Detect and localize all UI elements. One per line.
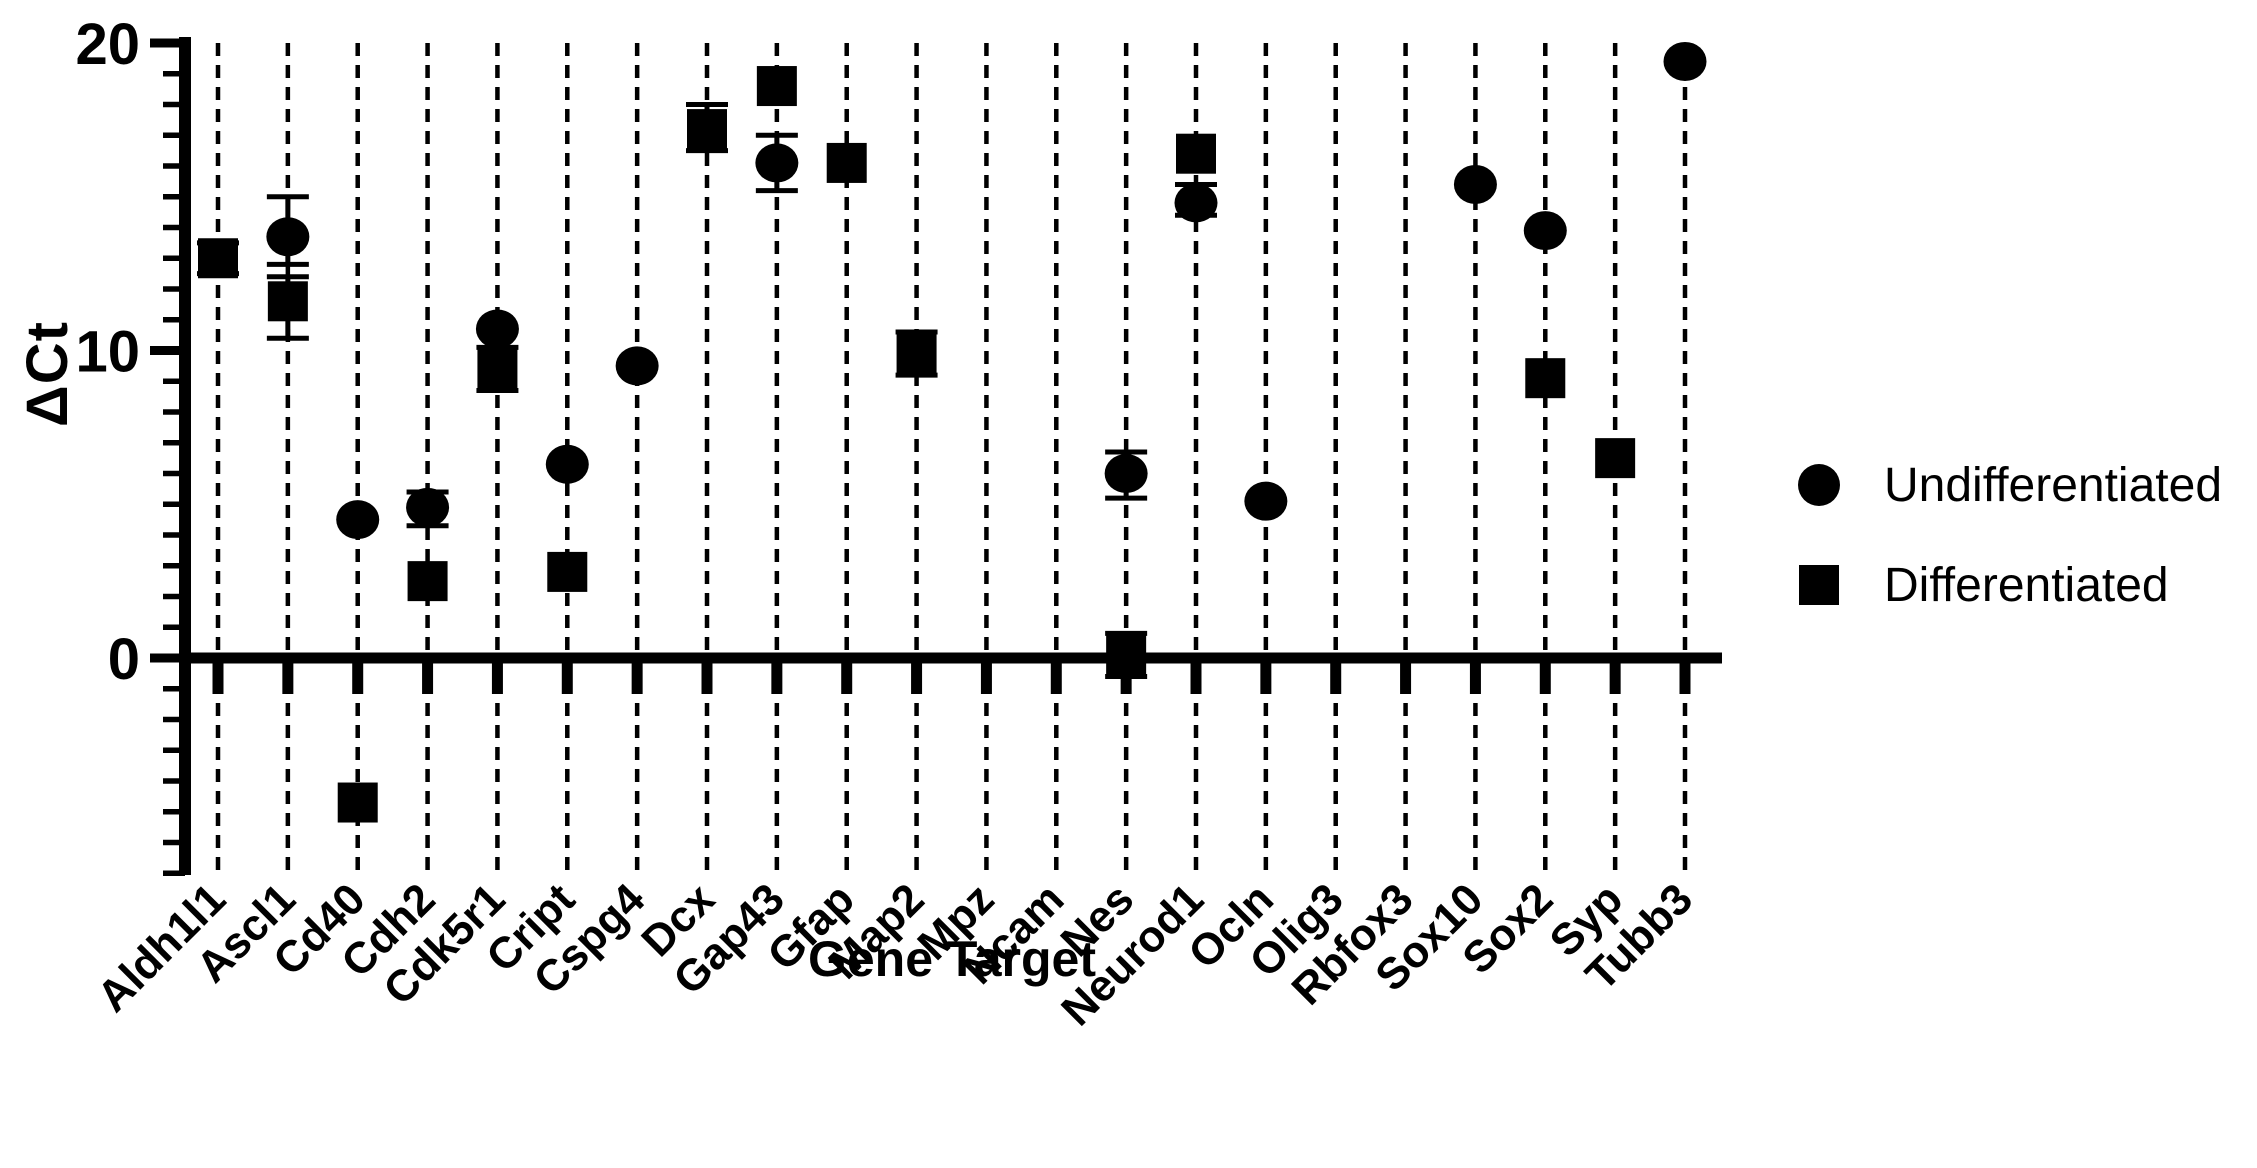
data-point-square-cdk5r1 [477, 348, 518, 389]
data-point-square-sox2 [1525, 358, 1566, 399]
y-tick-label: 0 [108, 627, 140, 692]
data-point-square-map2 [896, 333, 937, 374]
data-point-circle-ocln [1244, 481, 1288, 521]
legend-item-undifferentiated: Undifferentiated [1798, 452, 2222, 518]
data-point-square-cd40 [337, 782, 378, 823]
data-point-square-aldh1l1 [198, 238, 238, 279]
x-axis-title: Gene Target [807, 931, 1097, 987]
data-point-circle-cript [545, 444, 589, 484]
y-axis-title: ΔCt [15, 321, 80, 427]
data-point-square-ascl1 [267, 281, 308, 322]
data-point-square-syp [1595, 438, 1636, 479]
data-point-circle-cspg4 [615, 346, 659, 386]
legend-label-differentiated: Differentiated [1884, 558, 2169, 612]
y-tick-label: 20 [75, 12, 140, 77]
data-point-circle-sox10 [1453, 164, 1497, 204]
data-point-circle-neurod1 [1174, 183, 1218, 223]
data-point-square-dcx [687, 109, 727, 150]
data-point-circle-cdk5r1 [475, 309, 519, 349]
data-point-square-cdh2 [407, 561, 448, 602]
data-point-circle-sox2 [1523, 211, 1567, 251]
data-point-circle-cdh2 [406, 487, 450, 527]
data-point-circle-cd40 [336, 500, 380, 540]
data-point-square-cript [547, 551, 588, 592]
legend: Undifferentiated Differentiated [1798, 452, 2222, 652]
y-tick-label: 10 [75, 319, 140, 384]
square-marker-icon [1799, 565, 1839, 605]
data-point-square-gap43 [756, 66, 797, 107]
legend-label-undifferentiated: Undifferentiated [1884, 458, 2223, 512]
data-point-circle-ascl1 [266, 217, 310, 257]
data-point-square-gfap [826, 142, 867, 183]
data-point-square-nes [1106, 634, 1147, 675]
data-point-circle-tubb3 [1663, 41, 1707, 81]
data-point-circle-nes [1104, 454, 1148, 493]
legend-item-differentiated: Differentiated [1798, 552, 2222, 618]
data-point-circle-gap43 [755, 143, 799, 183]
data-point-square-neurod1 [1176, 133, 1216, 174]
circle-marker-icon [1798, 464, 1840, 506]
